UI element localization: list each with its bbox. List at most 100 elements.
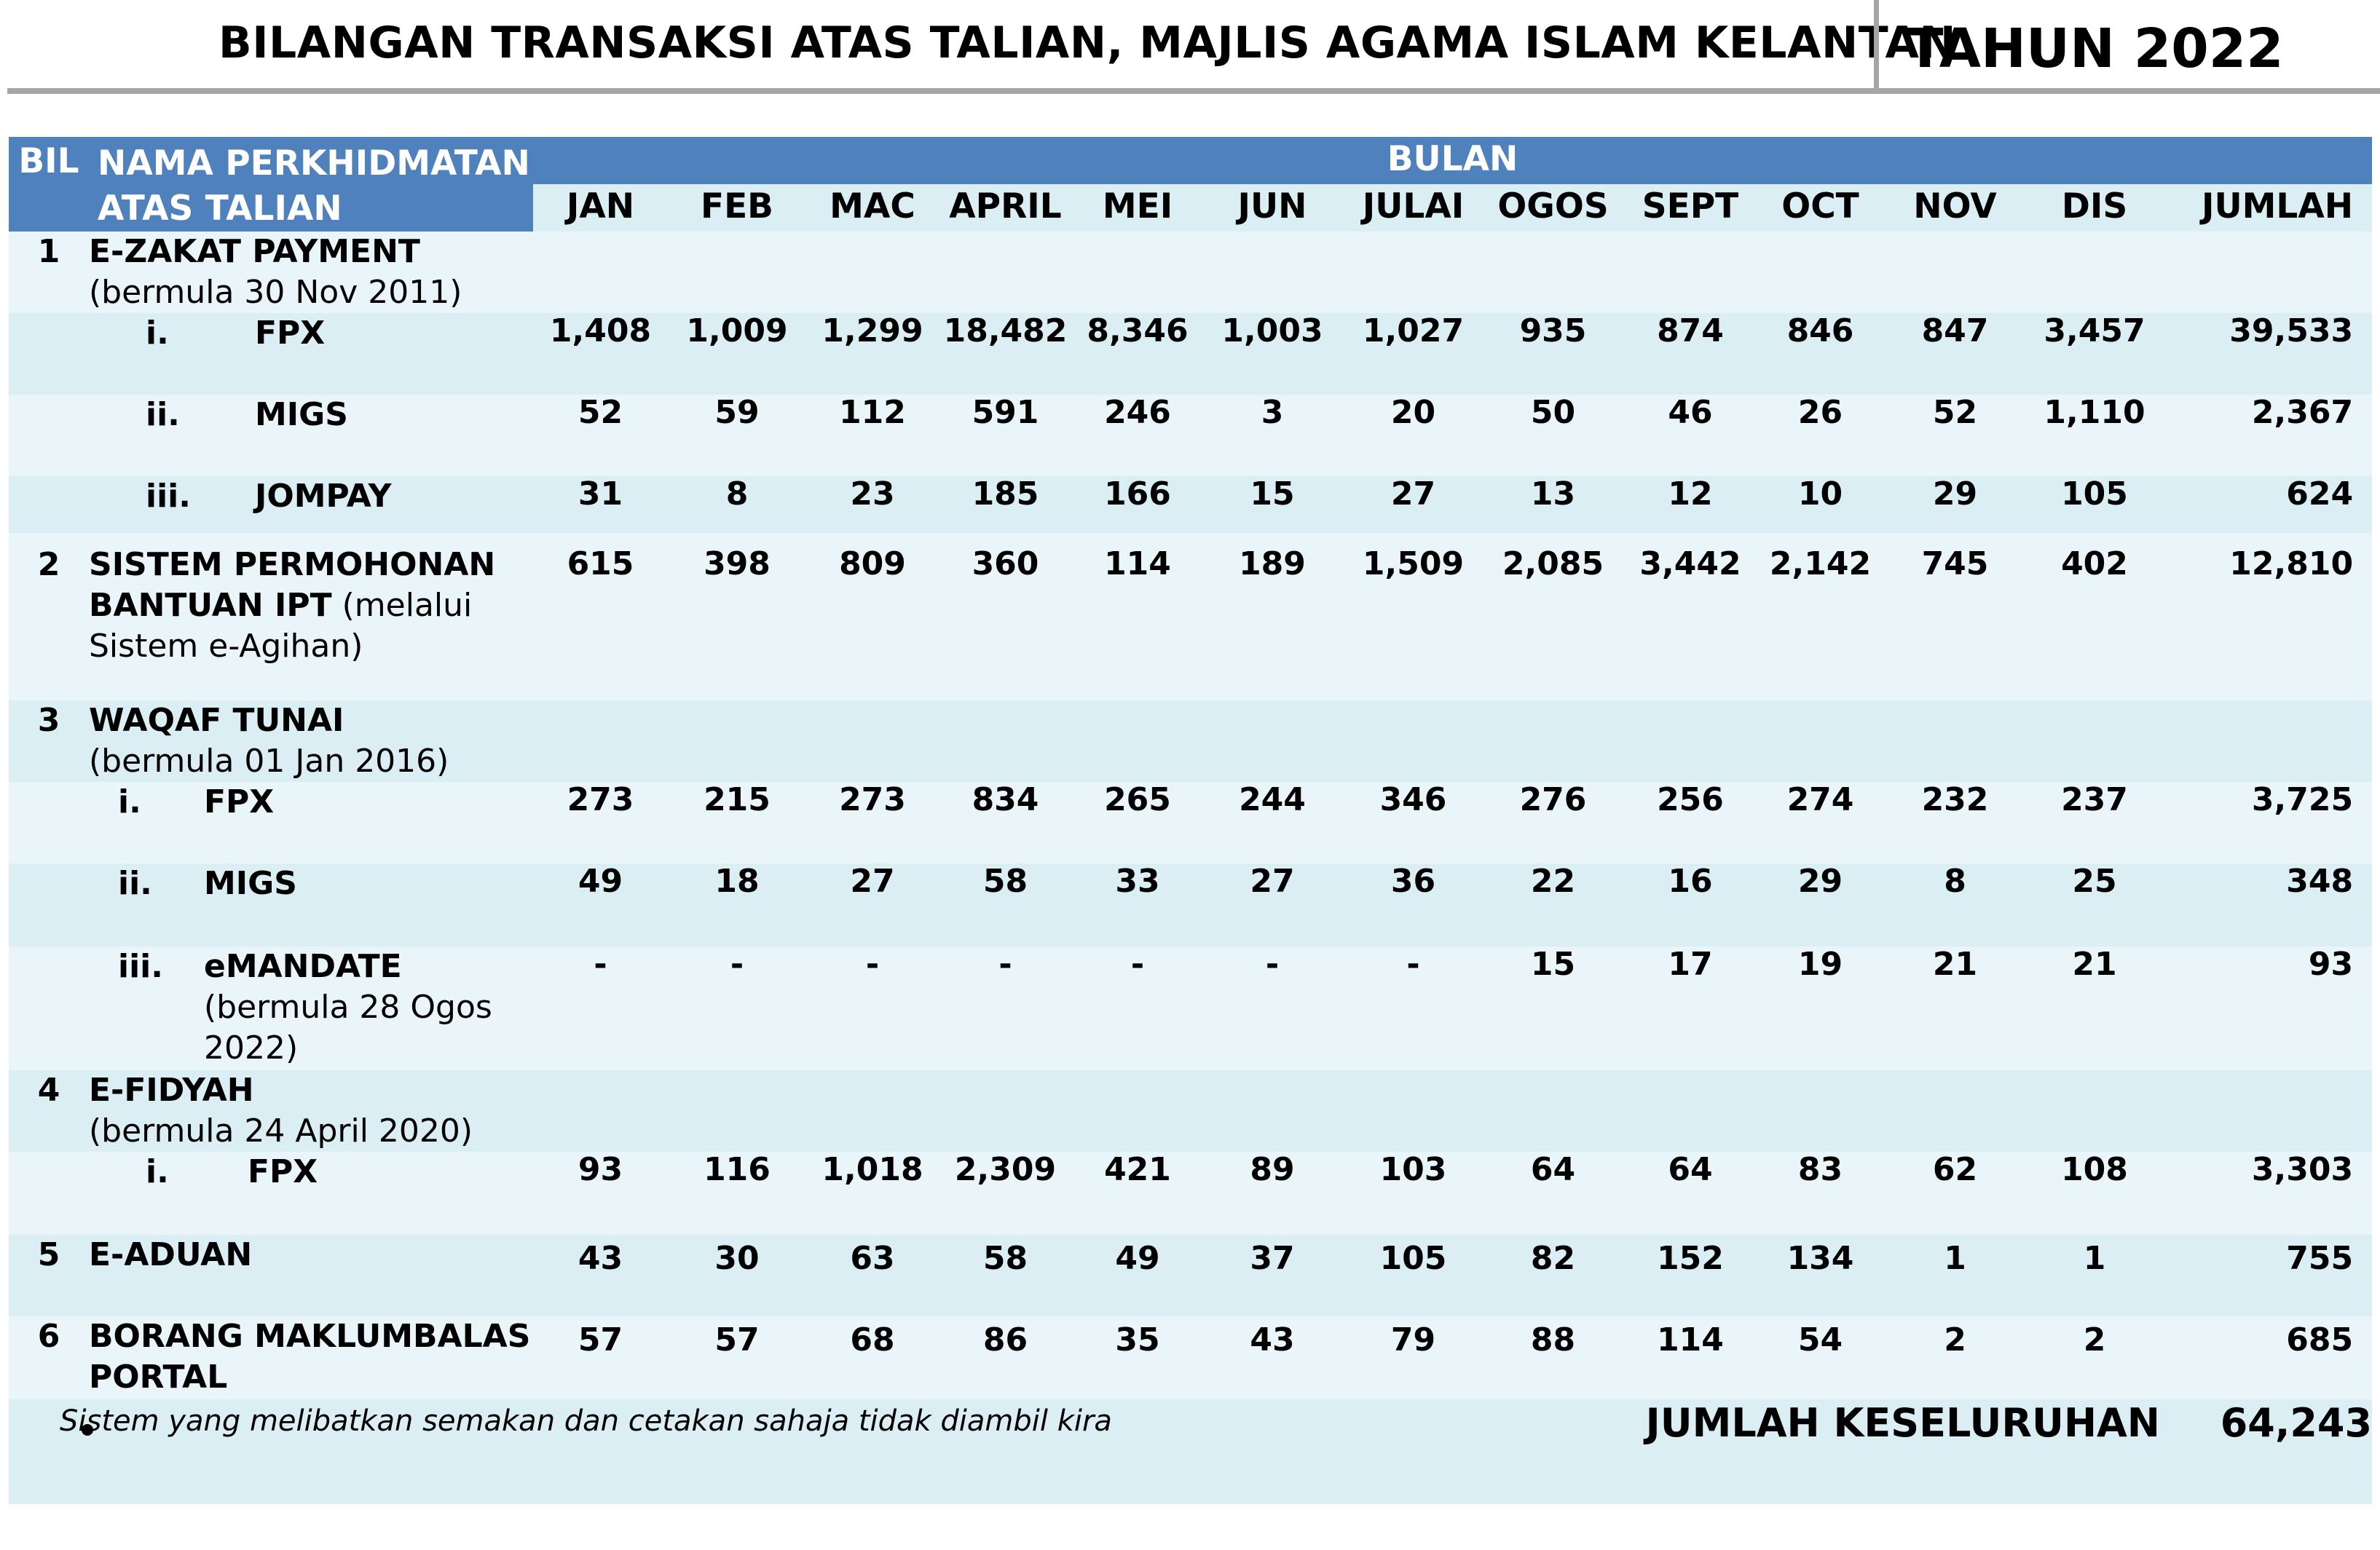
value-cell: 58 — [939, 1235, 1072, 1316]
row-roman: i. — [146, 315, 169, 352]
bullet-icon — [82, 1424, 93, 1436]
row-subname: FPX — [204, 783, 275, 821]
service-note: (bermula 30 Nov 2011) — [89, 274, 462, 311]
col-bil-header: BIL — [9, 137, 89, 232]
footer-note-text: Sistem yang melibatkan semakan dan cetak… — [60, 1404, 1112, 1438]
row-bil: 5 — [9, 1235, 89, 1316]
value-cell: 185 — [939, 476, 1072, 533]
value-cell: 256 — [1621, 782, 1760, 863]
value-cell: 15 — [1485, 946, 1621, 1070]
value-cell: 846 — [1760, 313, 1881, 395]
value-cell: 112 — [806, 395, 939, 476]
value-cell: 847 — [1881, 313, 2029, 395]
service-name-line1: SISTEM PERMOHONAN — [89, 546, 496, 583]
value-cell: 33 — [1072, 863, 1203, 946]
value-cell: 108 — [2029, 1152, 2160, 1235]
transaction-table: BIL NAMA PERKHIDMATAN ATAS TALIAN BULAN … — [9, 137, 2373, 1504]
value-cell: 809 — [806, 533, 939, 700]
total-cell: 39,533 — [2160, 313, 2373, 395]
service-name: WAQAF TUNAI — [89, 702, 344, 739]
page-title: BILANGAN TRANSAKSI ATAS TALIAN, MAJLIS A… — [218, 17, 1957, 68]
row-bil: 2 — [9, 533, 89, 700]
value-cell: 35 — [1072, 1316, 1203, 1399]
value-cell: 18,482 — [939, 313, 1072, 395]
value-cell: 62 — [1881, 1152, 2029, 1235]
footer-row: Sistem yang melibatkan semakan dan cetak… — [9, 1399, 2373, 1504]
value-cell: - — [1203, 946, 1341, 1070]
table-row: 5 E-ADUAN 43 30 63 58 49 37 105 82 152 1… — [9, 1235, 2373, 1316]
value-cell: 398 — [668, 533, 806, 700]
service-name-line3: Sistem e-Agihan) — [89, 628, 363, 665]
value-cell: 8 — [1881, 863, 2029, 946]
month-julai: JULAI — [1341, 184, 1485, 232]
value-cell: 27 — [806, 863, 939, 946]
value-cell: 17 — [1621, 946, 1760, 1070]
total-cell: 2,367 — [2160, 395, 2373, 476]
table-row: iii. JOMPAY 31 8 23 185 166 15 27 13 12 1… — [9, 476, 2373, 533]
row-bil: 6 — [9, 1316, 89, 1399]
value-cell: 1,003 — [1203, 313, 1341, 395]
total-cell: 685 — [2160, 1316, 2373, 1399]
row-subname: MIGS — [204, 865, 297, 902]
value-cell: 273 — [806, 782, 939, 863]
value-cell: 189 — [1203, 533, 1341, 700]
service-name-line2-extra: (melalui — [331, 587, 473, 624]
value-cell: 152 — [1621, 1235, 1760, 1316]
value-cell: 346 — [1341, 782, 1485, 863]
value-cell: 43 — [1203, 1316, 1341, 1399]
row-name: E-FIDYAH (bermula 24 April 2020) — [89, 1070, 2373, 1152]
value-cell: 68 — [806, 1316, 939, 1399]
row-subname: FPX — [248, 1153, 318, 1190]
value-cell: 615 — [533, 533, 668, 700]
row-roman: iii. — [146, 478, 191, 515]
value-cell: 46 — [1621, 395, 1760, 476]
month-jan: JAN — [533, 184, 668, 232]
row-name: ii. MIGS — [89, 863, 533, 946]
total-cell: 348 — [2160, 863, 2373, 946]
value-cell: 63 — [806, 1235, 939, 1316]
value-cell: 276 — [1485, 782, 1621, 863]
value-cell: 166 — [1072, 476, 1203, 533]
value-cell: 86 — [939, 1316, 1072, 1399]
row-subname: eMANDATE — [204, 948, 402, 985]
value-cell: 89 — [1203, 1152, 1341, 1235]
service-name: E-ZAKAT PAYMENT — [89, 233, 420, 270]
value-cell: 50 — [1485, 395, 1621, 476]
table-row: ii. MIGS 52 59 112 591 246 3 20 50 46 26 … — [9, 395, 2373, 476]
header-rule — [7, 88, 2380, 94]
value-cell: 421 — [1072, 1152, 1203, 1235]
row-name: BORANG MAKLUMBALAS PORTAL — [89, 1316, 533, 1399]
value-cell: 25 — [2029, 863, 2160, 946]
table-row: 6 BORANG MAKLUMBALAS PORTAL 57 57 68 86 … — [9, 1316, 2373, 1399]
table-row: i. FPX 93 116 1,018 2,309 421 89 103 64 6… — [9, 1152, 2373, 1235]
row-subnote-line1: (bermula 28 Ogos — [204, 989, 492, 1026]
row-name: i. FPX — [89, 1152, 533, 1235]
value-cell: 18 — [668, 863, 806, 946]
row-subnote-line2: 2022) — [204, 1029, 299, 1067]
row-roman: i. — [146, 1153, 169, 1190]
value-cell: 591 — [939, 395, 1072, 476]
value-cell: 82 — [1485, 1235, 1621, 1316]
service-name: E-ADUAN — [89, 1236, 253, 1273]
value-cell: 2 — [2029, 1316, 2160, 1399]
month-jumlah: JUMLAH — [2160, 184, 2373, 232]
value-cell: 21 — [1881, 946, 2029, 1070]
value-cell: 22 — [1485, 863, 1621, 946]
value-cell: 8 — [668, 476, 806, 533]
value-cell: 134 — [1760, 1235, 1881, 1316]
value-cell: 29 — [1760, 863, 1881, 946]
total-cell: 12,810 — [2160, 533, 2373, 700]
col-nama-line1: NAMA PERKHIDMATAN — [98, 143, 530, 183]
value-cell: 79 — [1341, 1316, 1485, 1399]
year-label: TAHUN 2022 — [1907, 17, 2284, 80]
value-cell: 57 — [533, 1316, 668, 1399]
month-feb: FEB — [668, 184, 806, 232]
month-nov: NOV — [1881, 184, 2029, 232]
row-name: iii. JOMPAY — [89, 476, 533, 533]
value-cell: 1 — [1881, 1235, 2029, 1316]
value-cell: 64 — [1485, 1152, 1621, 1235]
value-cell: 59 — [668, 395, 806, 476]
value-cell: 237 — [2029, 782, 2160, 863]
value-cell: 874 — [1621, 313, 1760, 395]
value-cell: 37 — [1203, 1235, 1341, 1316]
